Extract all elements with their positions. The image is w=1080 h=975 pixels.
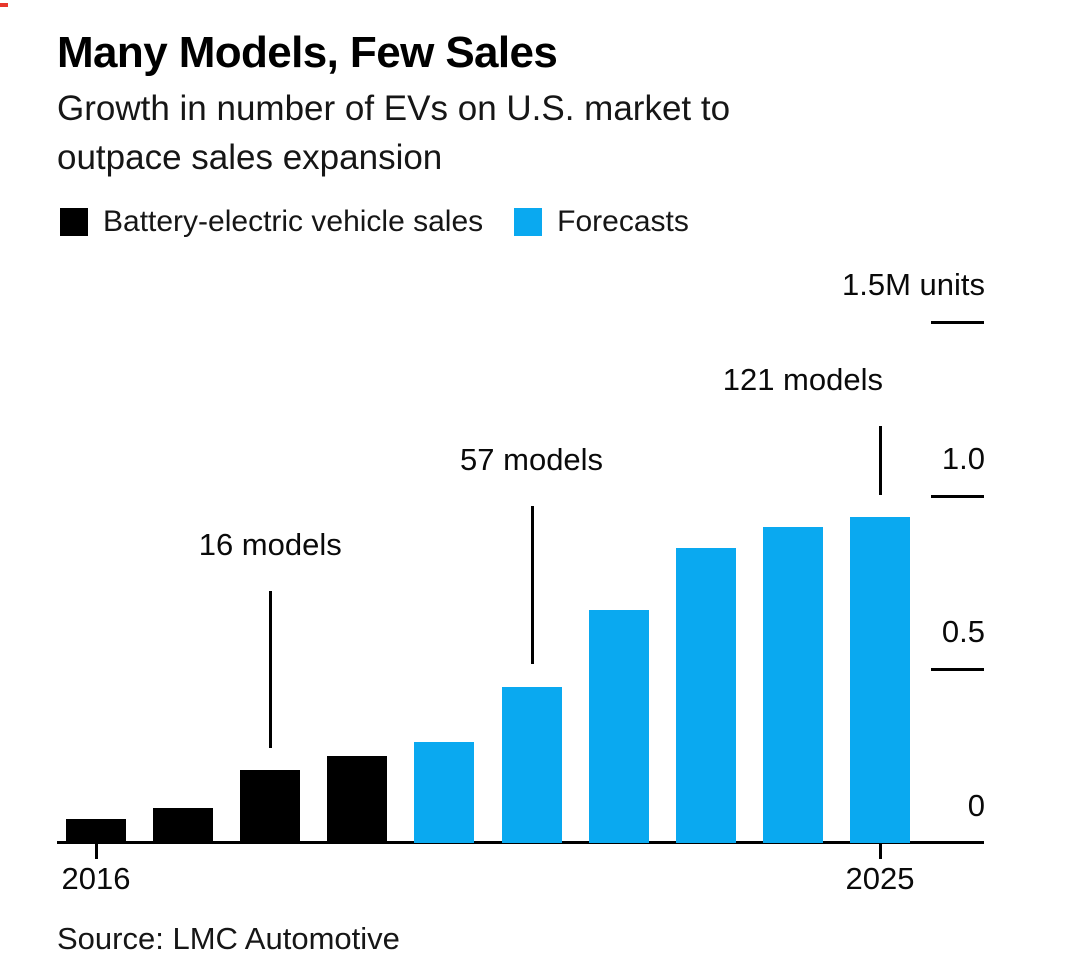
annotation-text-2025: 121 models xyxy=(722,361,883,397)
annotation-line-2018 xyxy=(269,591,273,749)
annotation-text-2021: 57 models xyxy=(460,441,604,477)
y-tick-label-0: 0 xyxy=(967,788,985,823)
bar-2018 xyxy=(240,770,301,843)
annotation-text-2018: 16 models xyxy=(198,527,342,563)
annotation-line-2021 xyxy=(530,505,534,664)
bar-2016 xyxy=(66,819,126,843)
legend-swatch-actual xyxy=(60,208,88,236)
chart-subtitle: Growth in number of EVs on U.S. market t… xyxy=(57,84,730,182)
y-tick-line-0.5 xyxy=(931,668,984,672)
bar-2020 xyxy=(414,742,475,843)
y-tick-label-1.5M units: 1.5M units xyxy=(841,267,985,302)
legend-swatch-forecast xyxy=(514,208,543,236)
bar-2019 xyxy=(327,756,388,843)
legend-item-forecast: Forecasts xyxy=(514,205,689,239)
legend-label-forecast: Forecasts xyxy=(557,205,689,238)
bar-2022 xyxy=(588,610,649,843)
x-tick-label-2025: 2025 xyxy=(845,861,915,896)
y-tick-label-0.5: 0.5 xyxy=(941,614,985,650)
bar-2024 xyxy=(762,527,823,843)
chart-title: Many Models, Few Sales xyxy=(57,28,558,77)
x-tick-line-2016 xyxy=(95,843,98,859)
y-tick-line-1.5M units xyxy=(931,321,984,324)
y-tick-line-1.0 xyxy=(931,494,984,498)
legend: Battery-electric vehicle sales Forecasts xyxy=(60,205,689,239)
bar-2021 xyxy=(501,687,562,843)
annotation-line-2025 xyxy=(879,425,882,495)
subtitle-line-1: Growth in number of EVs on U.S. market t… xyxy=(57,89,731,128)
y-tick-label-1.0: 1.0 xyxy=(941,440,985,476)
bar-2017 xyxy=(153,808,214,843)
corner-artifact-mark xyxy=(0,3,8,7)
bar-2025 xyxy=(850,517,910,843)
legend-label-actual: Battery-electric vehicle sales xyxy=(103,205,484,238)
bar-2023 xyxy=(675,548,736,843)
legend-item-actual: Battery-electric vehicle sales xyxy=(60,205,483,239)
subtitle-line-2: outpace sales expansion xyxy=(57,138,443,177)
x-tick-line-2025 xyxy=(879,843,882,859)
x-tick-label-2016: 2016 xyxy=(61,861,131,896)
source-note: Source: LMC Automotive xyxy=(57,921,400,956)
